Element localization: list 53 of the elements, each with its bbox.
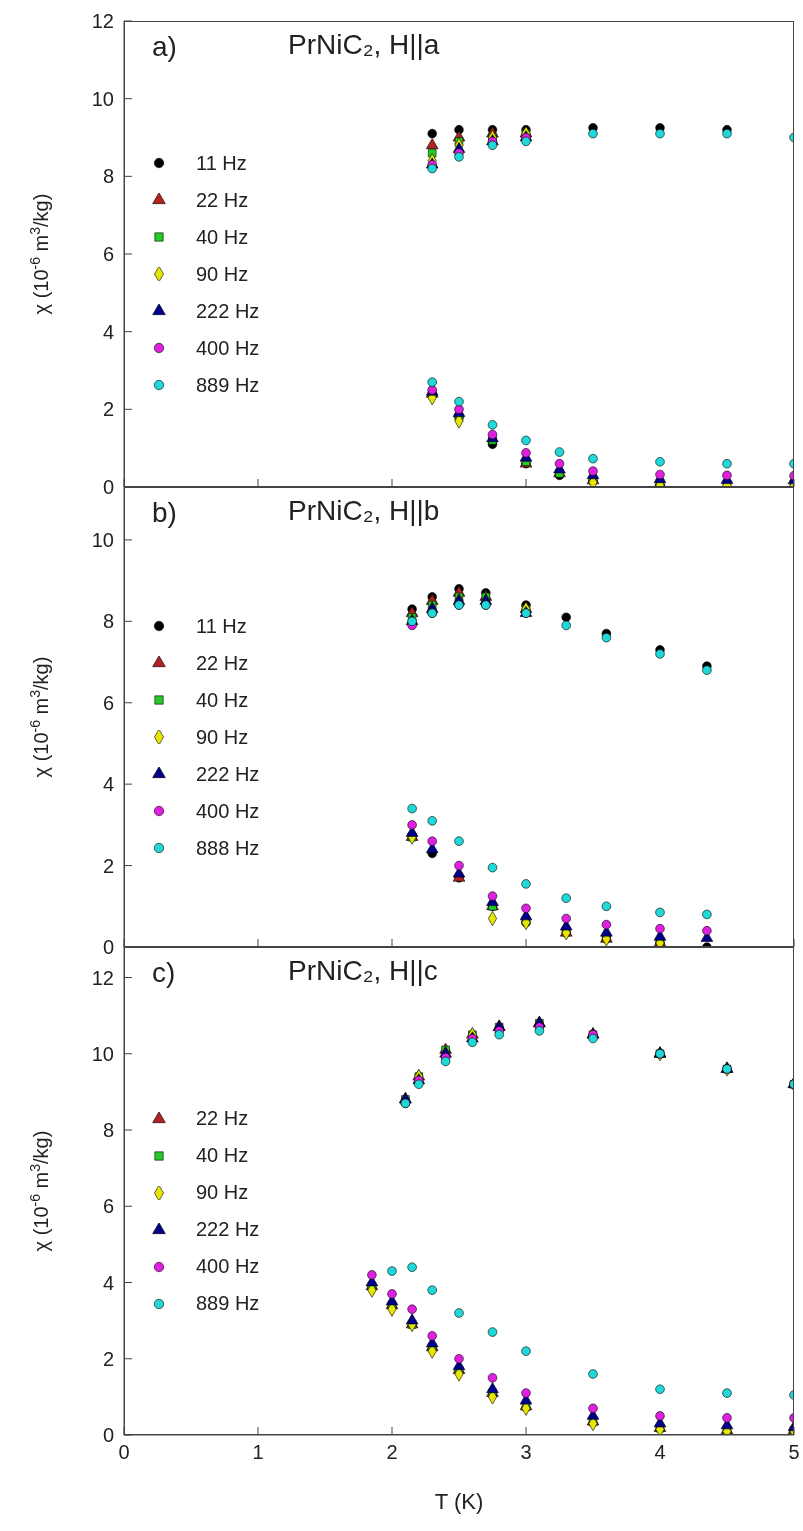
x-axis-title: T (K) xyxy=(434,1489,484,1514)
legend-label: 222 Hz xyxy=(196,1218,260,1241)
legend-label: 22 Hz xyxy=(196,188,249,212)
y-tick-label: 6 xyxy=(102,243,114,266)
legend-label: 400 Hz xyxy=(196,1255,260,1278)
legend-label: 400 Hz xyxy=(196,799,260,823)
x-tick-label: 2 xyxy=(386,1441,398,1464)
legend-label: 90 Hz xyxy=(196,725,249,749)
legend-label: 400 Hz xyxy=(196,336,260,360)
legend-label: 888 Hz xyxy=(196,836,260,860)
legend-label: 22 Hz xyxy=(196,1107,249,1130)
annotation: c) xyxy=(152,957,176,989)
legend-label: 90 Hz xyxy=(196,1181,249,1204)
legend-label: 222 Hz xyxy=(196,762,260,786)
y-tick-label: 0 xyxy=(102,1424,114,1447)
legend-label: 11 Hz xyxy=(196,151,247,175)
y-tick-label: 0 xyxy=(102,936,114,959)
legend-label: 11 Hz xyxy=(196,614,247,638)
legend-label: 889 Hz xyxy=(196,373,260,397)
legend-label: 40 Hz xyxy=(196,1144,249,1167)
chart-title: PrNiC₂, H||c xyxy=(288,955,438,987)
y-tick-label: 4 xyxy=(102,1271,114,1294)
y-tick-label: 10 xyxy=(91,87,114,110)
y-tick-label: 12 xyxy=(91,10,114,33)
y-tick-label: 8 xyxy=(102,1119,114,1142)
y-tick-label: 0 xyxy=(102,476,114,499)
annotation: b) xyxy=(152,497,177,529)
x-tick-label: 5 xyxy=(788,1441,800,1464)
x-tick-label: 0 xyxy=(118,1441,130,1464)
y-tick-label: 8 xyxy=(102,610,114,633)
y-tick-label: 10 xyxy=(91,1042,114,1065)
y-tick-label: 6 xyxy=(102,1195,114,1218)
legend-label: 40 Hz xyxy=(196,225,249,249)
legend-label: 40 Hz xyxy=(196,688,249,712)
legend-label: 222 Hz xyxy=(196,299,260,323)
x-tick-label: 3 xyxy=(520,1441,532,1464)
y-tick-label: 12 xyxy=(91,966,114,989)
y-tick-label: 8 xyxy=(102,165,114,188)
legend-label: 90 Hz xyxy=(196,262,249,286)
y-tick-label: 10 xyxy=(91,529,114,552)
y-tick-label: 4 xyxy=(102,320,114,343)
y-tick-label: 2 xyxy=(102,854,114,877)
annotation: a) xyxy=(152,31,177,63)
x-tick-label: 4 xyxy=(654,1441,666,1464)
legend-label: 889 Hz xyxy=(196,1292,260,1315)
y-tick-label: 2 xyxy=(102,398,114,421)
y-tick-label: 6 xyxy=(102,691,114,714)
y-tick-label: 2 xyxy=(102,1347,114,1370)
legend-label: 22 Hz xyxy=(196,651,249,675)
chart-title: PrNiC₂, H||b xyxy=(288,495,440,527)
chart-title: PrNiC₂, H||a xyxy=(288,29,440,61)
x-tick-label: 1 xyxy=(252,1441,264,1464)
y-tick-label: 4 xyxy=(102,773,114,796)
